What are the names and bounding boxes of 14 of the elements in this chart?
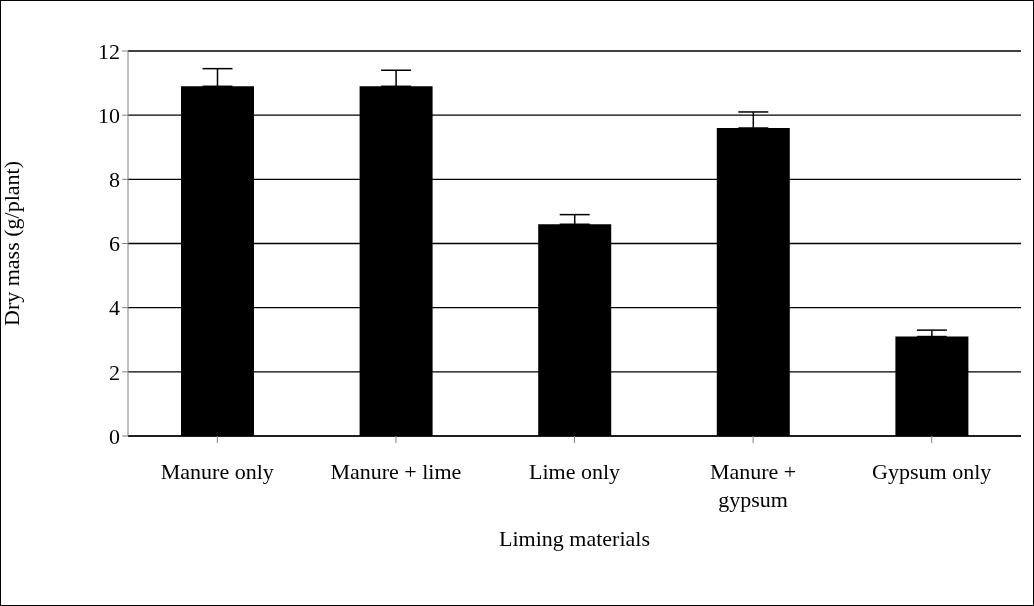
- y-tick-label: 2: [109, 359, 120, 385]
- y-axis-title: Dry mass (g/plant): [0, 161, 24, 326]
- y-tick-label: 10: [98, 102, 120, 128]
- x-tick-label: Lime only: [528, 458, 621, 484]
- x-tick-label: Manure + lime: [330, 458, 462, 484]
- y-tick-label: 0: [109, 423, 120, 449]
- y-tick-label: 4: [109, 295, 120, 321]
- y-tick-label: 6: [109, 231, 120, 257]
- x-tick-label: Manure only: [160, 458, 274, 484]
- y-tick-label: 12: [98, 38, 120, 64]
- x-tick-label: Gypsum only: [872, 458, 992, 484]
- y-tick-label: 8: [109, 167, 120, 193]
- x-tick-label: Manure + gypsum: [709, 458, 797, 513]
- x-axis-title: Liming materials: [499, 525, 650, 551]
